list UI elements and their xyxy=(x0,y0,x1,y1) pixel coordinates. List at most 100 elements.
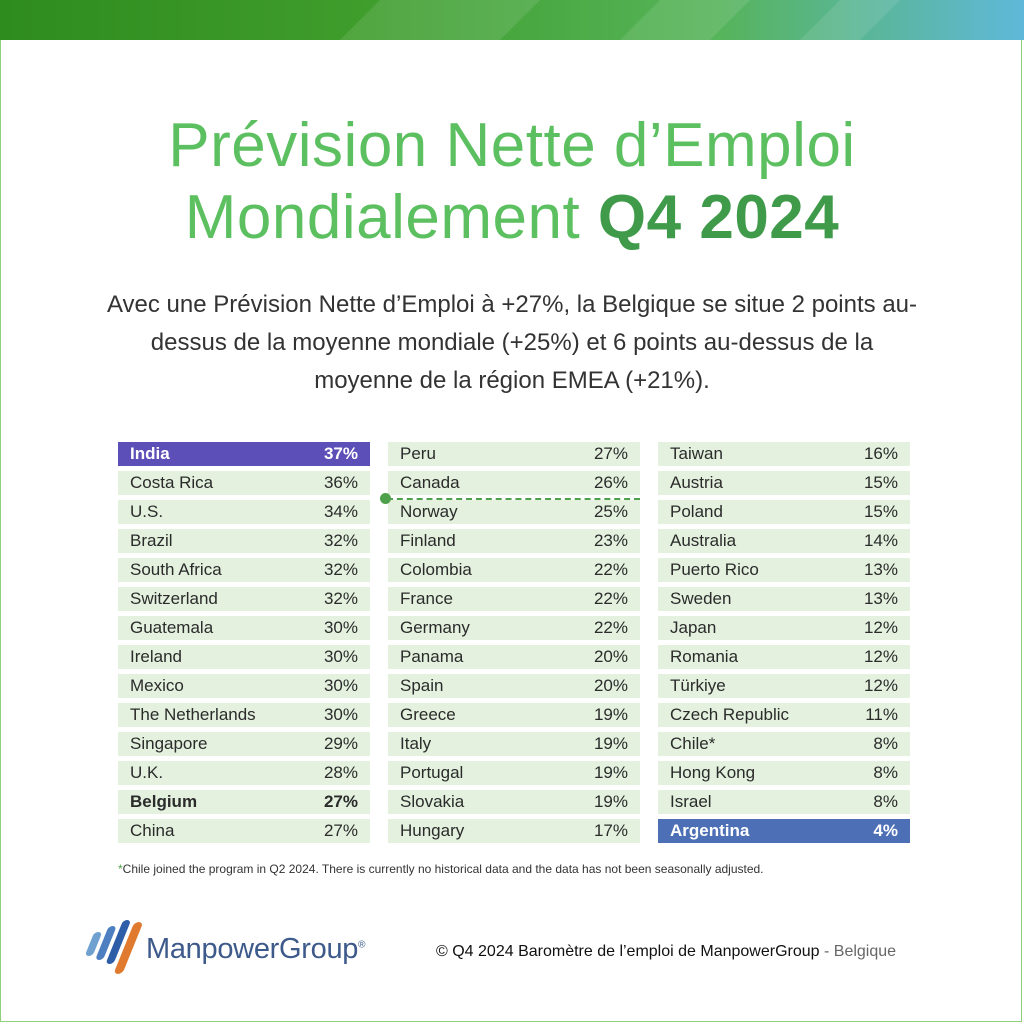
global-average-line xyxy=(387,498,640,500)
country-name: Canada xyxy=(400,473,460,492)
country-name: Colombia xyxy=(400,560,472,579)
country-forecast-value: 26% xyxy=(593,473,628,492)
country-forecast-value: 11% xyxy=(865,705,898,724)
country-name: U.S. xyxy=(130,502,164,521)
country-name: Norway xyxy=(400,502,458,521)
country-forecast-value: 19% xyxy=(593,705,628,724)
title-prefix: Mondialement xyxy=(184,183,581,252)
country-forecast-value: 32% xyxy=(323,589,358,608)
country-forecast-value: 36% xyxy=(323,473,358,492)
country-row: Czech Republic 11% xyxy=(658,703,910,727)
country-forecast-value: 30% xyxy=(323,647,358,666)
country-forecast-value: 4% xyxy=(873,821,898,840)
country-row: Chile* 8% xyxy=(658,732,910,756)
copyright-notice: © Q4 2024 Baromètre de l’emploi de Manpo… xyxy=(436,943,897,960)
country-forecast-value: 27% xyxy=(323,792,358,811)
country-row: Türkiye 12% xyxy=(658,674,910,698)
country-name: Peru xyxy=(400,444,436,463)
country-row: Mexico 30% xyxy=(118,674,370,698)
country-name: Slovakia xyxy=(400,792,465,811)
country-row: Hungary 17% xyxy=(388,819,640,843)
country-row: Australia 14% xyxy=(658,529,910,553)
country-name: Taiwan xyxy=(670,444,723,463)
country-row: France 22% xyxy=(388,587,640,611)
country-row: Singapore 29% xyxy=(118,732,370,756)
ranking-column-3: Taiwan 16% Austria 15% Poland 15% Australia 14%… xyxy=(658,442,910,848)
country-name: Finland xyxy=(400,531,456,550)
country-forecast-value: 13% xyxy=(863,560,898,579)
title-quarter-highlight: Q4 2024 xyxy=(597,183,840,252)
country-name: Italy xyxy=(400,734,432,753)
country-forecast-value: 32% xyxy=(323,560,358,579)
country-row: Canada 26% xyxy=(388,471,640,495)
country-name: Türkiye xyxy=(670,676,726,695)
country-forecast-value: 25% xyxy=(593,502,628,521)
country-row: The Netherlands 30% xyxy=(118,703,370,727)
country-row: Costa Rica 36% xyxy=(118,471,370,495)
country-forecast-value: 14% xyxy=(863,531,898,550)
country-forecast-value: 8% xyxy=(873,734,898,753)
country-name: India xyxy=(130,444,170,463)
country-name: Panama xyxy=(400,647,464,666)
country-name: Puerto Rico xyxy=(670,560,759,579)
country-name: Greece xyxy=(400,705,456,724)
country-forecast-value: 17% xyxy=(593,821,628,840)
country-row: India 37% xyxy=(118,442,370,466)
country-name: South Africa xyxy=(130,560,222,579)
country-row: Romania 12% xyxy=(658,645,910,669)
country-name: Belgium xyxy=(130,792,198,811)
country-forecast-value: 30% xyxy=(323,705,358,724)
country-name: China xyxy=(130,821,175,840)
country-forecast-value: 13% xyxy=(863,589,898,608)
country-forecast-value: 28% xyxy=(323,763,358,782)
country-row: Ireland 30% xyxy=(118,645,370,669)
country-forecast-value: 16% xyxy=(863,444,898,463)
country-row: Argentina 4% xyxy=(658,819,910,843)
country-name: Japan xyxy=(670,618,717,637)
country-row: Puerto Rico 13% xyxy=(658,558,910,582)
page-title-line1: Prévision Nette d’Emploi xyxy=(168,111,856,180)
country-forecast-value: 34% xyxy=(323,502,358,521)
country-row: Sweden 13% xyxy=(658,587,910,611)
country-forecast-value: 20% xyxy=(593,676,628,695)
country-name: Israel xyxy=(670,792,712,811)
country-row: Greece 19% xyxy=(388,703,640,727)
country-row: Slovakia 19% xyxy=(388,790,640,814)
country-forecast-value: 19% xyxy=(593,763,628,782)
country-row: Panama 20% xyxy=(388,645,640,669)
country-name: Mexico xyxy=(130,676,184,695)
country-name: Portugal xyxy=(400,763,464,782)
country-name: Sweden xyxy=(670,589,732,608)
country-row: Brazil 32% xyxy=(118,529,370,553)
top-gradient-banner xyxy=(0,0,1024,40)
country-forecast-value: 15% xyxy=(863,502,898,521)
country-row: Israel 8% xyxy=(658,790,910,814)
country-row: Taiwan 16% xyxy=(658,442,910,466)
country-forecast-value: 12% xyxy=(863,676,898,695)
country-name: France xyxy=(400,589,453,608)
country-name: Brazil xyxy=(130,531,173,550)
summary-paragraph: Avec une Prévision Nette d’Emploi à +27%… xyxy=(106,291,918,394)
country-name: Spain xyxy=(400,676,444,695)
country-forecast-value: 19% xyxy=(593,792,628,811)
country-forecast-value: 27% xyxy=(323,821,358,840)
country-forecast-value: 32% xyxy=(323,531,358,550)
country-row: Hong Kong 8% xyxy=(658,761,910,785)
country-forecast-value: 12% xyxy=(863,647,898,666)
country-name: U.K. xyxy=(130,763,164,782)
manpowergroup-logo-icon xyxy=(85,920,142,974)
country-row: Norway 25% xyxy=(388,500,640,524)
country-row: Colombia 22% xyxy=(388,558,640,582)
country-name: Singapore xyxy=(130,734,208,753)
logo-wordmark: ManpowerGroup® xyxy=(146,933,366,965)
country-row: U.K. 28% xyxy=(118,761,370,785)
country-row: Japan 12% xyxy=(658,616,910,640)
country-row: Switzerland 32% xyxy=(118,587,370,611)
footnote-text: Chile joined the program in Q2 2024. The… xyxy=(122,862,764,876)
country-row: Guatemala 30% xyxy=(118,616,370,640)
country-name: Hungary xyxy=(400,821,465,840)
country-name: Poland xyxy=(670,502,723,521)
country-forecast-value: 27% xyxy=(593,444,628,463)
country-row: Belgium 27% xyxy=(118,790,370,814)
country-forecast-value: 29% xyxy=(323,734,358,753)
